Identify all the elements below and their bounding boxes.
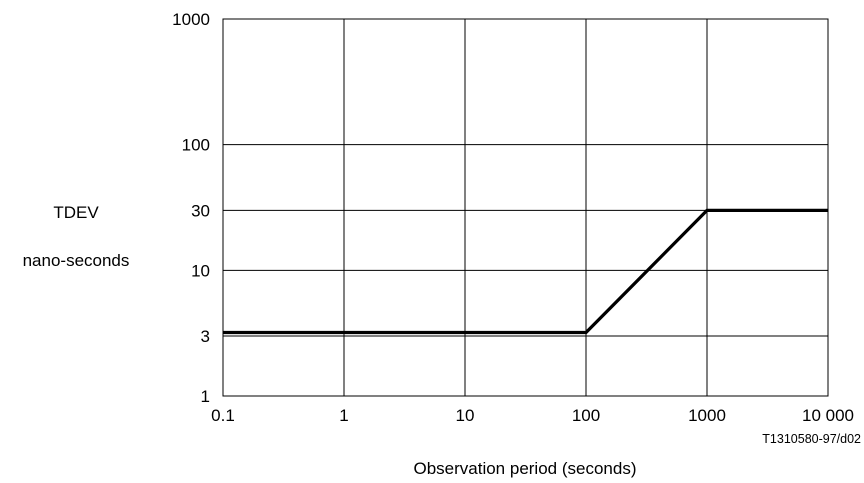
y-axis-label-line-2: nano-seconds — [23, 251, 130, 270]
x-tick-label: 0.1 — [211, 406, 235, 425]
x-tick-label: 10 — [456, 406, 475, 425]
tdev-limit-line — [223, 208, 828, 335]
y-tick-label: 10 — [191, 261, 210, 280]
x-tick-label: 1 — [339, 406, 348, 425]
grid — [223, 19, 828, 396]
plot-frame — [222, 18, 829, 397]
y-tick-label: 1 — [201, 387, 210, 406]
figure-id: T1310580-97/d02 — [762, 432, 861, 446]
series-layer — [223, 208, 828, 335]
y-tick-label: 1000 — [172, 10, 210, 29]
x-tick-label: 1000 — [688, 406, 726, 425]
y-axis-label-line-1: TDEV — [53, 203, 99, 222]
x-tick-label: 10 000 — [802, 406, 854, 425]
y-tick-label: 100 — [182, 136, 210, 155]
x-tick-label: 100 — [572, 406, 600, 425]
y-tick-labels: 1 3 10 30 100 1000 — [172, 10, 210, 406]
y-tick-label: 30 — [191, 201, 210, 220]
y-tick-label: 3 — [201, 327, 210, 346]
x-axis-label: Observation period (seconds) — [413, 459, 636, 478]
x-tick-labels: 0.1 1 10 100 1000 10 000 — [211, 406, 854, 425]
